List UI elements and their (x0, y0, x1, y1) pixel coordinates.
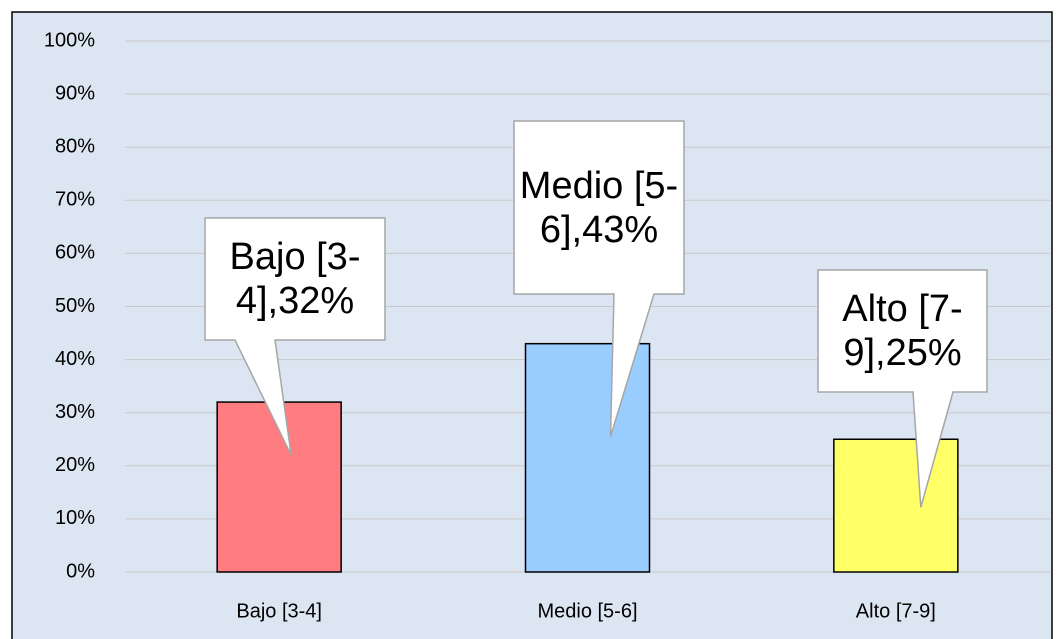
callout (817, 269, 988, 508)
x-tick-label: Medio [5-6] (537, 600, 637, 622)
y-tick-label: 20% (55, 454, 95, 476)
callout-text-box: Medio [5-6],43% (519, 164, 679, 251)
bar (833, 438, 959, 573)
y-tick-label: 60% (55, 242, 95, 264)
y-tick-label: 10% (55, 507, 95, 529)
callout-text-box: Alto [7-9],25% (842, 288, 963, 374)
data-label: Alto [7-9],25% (842, 288, 963, 374)
data-label: Medio [5-6],43% (519, 164, 679, 251)
y-tick-label: 70% (55, 189, 95, 211)
x-tick-label: Alto [7-9] (856, 600, 936, 622)
callout (204, 217, 386, 456)
y-tick-label: 40% (55, 348, 95, 370)
y-tick-label: 50% (55, 295, 95, 317)
bar (524, 342, 651, 573)
y-tick-label: 0% (66, 560, 95, 582)
y-tick-label: 100% (44, 29, 95, 51)
x-tick-label: Bajo [3-4] (236, 600, 322, 622)
callout (513, 120, 685, 437)
y-tick-label: 80% (55, 135, 95, 157)
callout-text-box: Bajo [3-4],32% (229, 236, 361, 322)
y-tick-label: 90% (55, 82, 95, 104)
y-tick-label: 30% (55, 401, 95, 423)
data-label: Bajo [3-4],32% (229, 236, 361, 322)
